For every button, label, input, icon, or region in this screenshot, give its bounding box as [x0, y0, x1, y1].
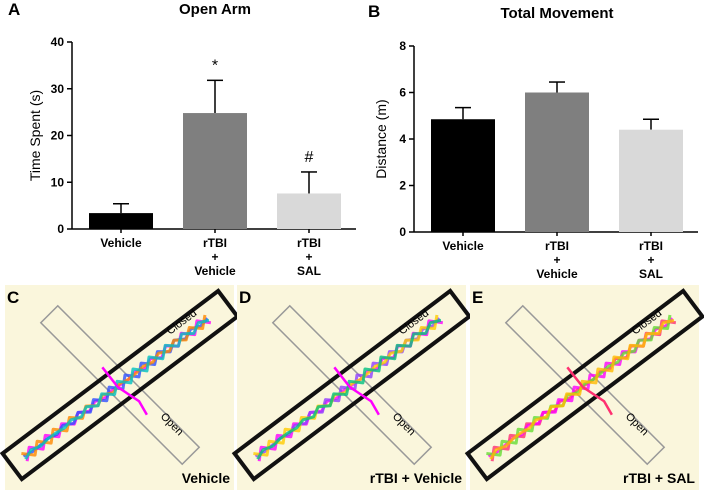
- bar: [431, 119, 495, 232]
- movement-track: [24, 318, 210, 460]
- bar: [277, 193, 341, 229]
- chart-title: Total Movement: [500, 5, 613, 22]
- bar: [525, 92, 589, 232]
- panel-letter: E: [472, 288, 483, 307]
- bar: [619, 129, 683, 232]
- y-tick-label: 20: [51, 129, 65, 143]
- x-tick-label: rTBI + Vehicle: [536, 239, 578, 281]
- panel-letter: D: [239, 288, 251, 307]
- y-tick-label: 10: [51, 175, 65, 189]
- x-tick-label: rTBI + SAL: [297, 236, 321, 278]
- panel-letter: B: [368, 2, 380, 21]
- movement-track: [489, 318, 675, 460]
- movement-track: [256, 318, 442, 460]
- significance-mark: *: [212, 57, 218, 74]
- y-tick-label: 6: [399, 86, 406, 100]
- panel-letter: A: [8, 0, 20, 19]
- y-tick-label: 0: [57, 222, 64, 236]
- chart-title: Open Arm: [179, 1, 251, 18]
- movement-track: [333, 366, 380, 416]
- closed-arm: [0, 288, 241, 482]
- y-tick-label: 4: [399, 132, 406, 146]
- y-tick-label: 2: [399, 179, 406, 193]
- y-tick-label: 40: [51, 35, 65, 49]
- x-tick-label: rTBI + Vehicle: [194, 236, 236, 278]
- bar: [89, 213, 153, 229]
- group-label: rTBI + SAL: [623, 470, 695, 486]
- y-axis-label: Distance (m): [373, 99, 389, 178]
- x-tick-label: Vehicle: [100, 236, 142, 250]
- bar: [183, 113, 247, 229]
- y-tick-label: 0: [399, 225, 406, 239]
- closed-arm: [231, 288, 473, 482]
- x-tick-label: rTBI + SAL: [639, 239, 663, 281]
- panel-letter: C: [7, 288, 19, 307]
- group-label: rTBI + Vehicle: [370, 470, 462, 486]
- y-tick-label: 8: [399, 39, 406, 53]
- y-tick-label: 30: [51, 82, 65, 96]
- closed-arm: [464, 288, 704, 482]
- significance-mark: #: [305, 149, 314, 166]
- x-tick-label: Vehicle: [442, 239, 484, 253]
- movement-track: [101, 366, 148, 416]
- movement-track: [566, 366, 613, 416]
- group-label: Vehicle: [182, 470, 230, 486]
- y-axis-label: Time Spent (s): [27, 90, 43, 181]
